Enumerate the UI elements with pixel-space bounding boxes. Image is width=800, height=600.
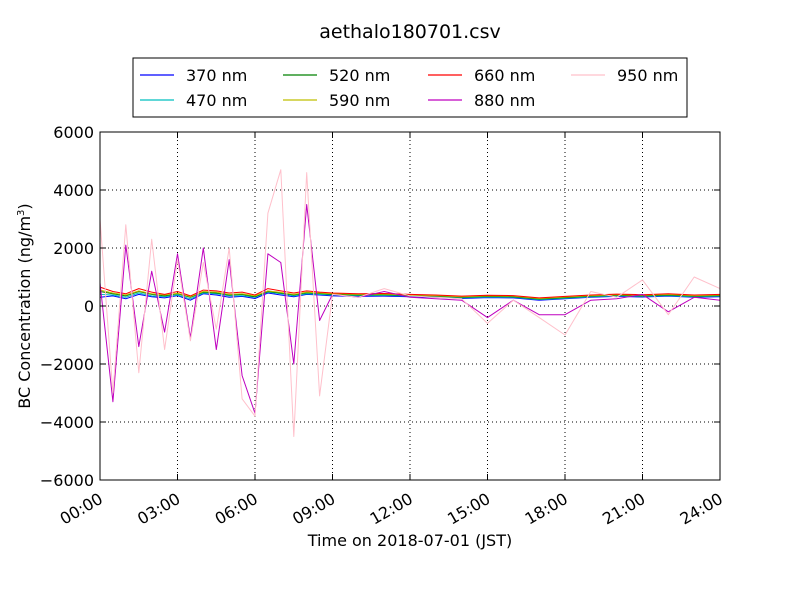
legend-box [132,57,688,118]
x-axis-label: Time on 2018-07-01 (JST) [307,531,512,550]
y-tick-label: 0 [84,297,94,316]
legend-label-590-nm: 590 nm [329,91,390,110]
y-tick-label: −2000 [40,355,94,374]
legend-label-660-nm: 660 nm [474,66,535,85]
y-axis-label-main: BC Concentration (ng/m [15,216,34,409]
y-tick-label: −6000 [40,471,94,490]
y-tick-label: 4000 [53,181,94,200]
y-axis-label-superscript: 3 [16,210,27,216]
legend-label-370-nm: 370 nm [186,66,247,85]
legend-label-520-nm: 520 nm [329,66,390,85]
y-tick-label: 6000 [53,123,94,142]
chart-title: aethalo180701.csv [319,21,501,43]
series-lines [99,169,721,437]
y-axis-label-end: ) [15,203,34,209]
series-line-880-nm [99,204,721,414]
y-axis: −6000 −4000 −2000 0 2000 4000 6000 [40,123,720,490]
y-tick-label: 2000 [53,239,94,258]
legend: 370 nm 470 nm 520 nm 590 nm 660 nm 880 nm 950 … [132,57,688,118]
y-axis-label: BC Concentration (ng/m3) [15,203,34,408]
legend-label-880-nm: 880 nm [474,91,535,110]
legend-label-950-nm: 950 nm [617,66,678,85]
legend-label-470-nm: 470 nm [186,91,247,110]
series-line-950-nm [99,169,721,437]
series-line-370-nm [99,292,721,301]
y-tick-label: −4000 [40,413,94,432]
